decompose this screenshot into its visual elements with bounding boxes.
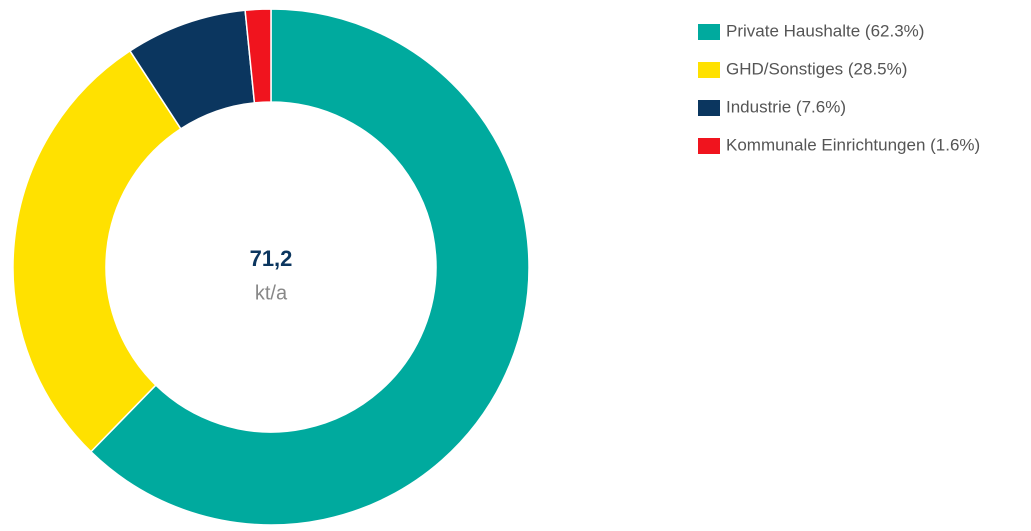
legend-label: Private Haushalte (62.3%) (726, 21, 924, 40)
legend-label: Industrie (7.6%) (726, 97, 846, 116)
legend-swatch (698, 100, 720, 116)
legend-swatch (698, 138, 720, 154)
center-value: 71,2 (250, 246, 293, 271)
center-unit: kt/a (255, 282, 288, 304)
legend-label: GHD/Sonstiges (28.5%) (726, 59, 907, 78)
donut-slice (89, 8, 530, 526)
donut-slice (12, 49, 182, 453)
donut-slice (244, 8, 272, 104)
legend-swatch (698, 62, 720, 78)
legend-label: Kommunale Einrichtungen (1.6%) (726, 135, 980, 154)
legend-swatch (698, 24, 720, 40)
